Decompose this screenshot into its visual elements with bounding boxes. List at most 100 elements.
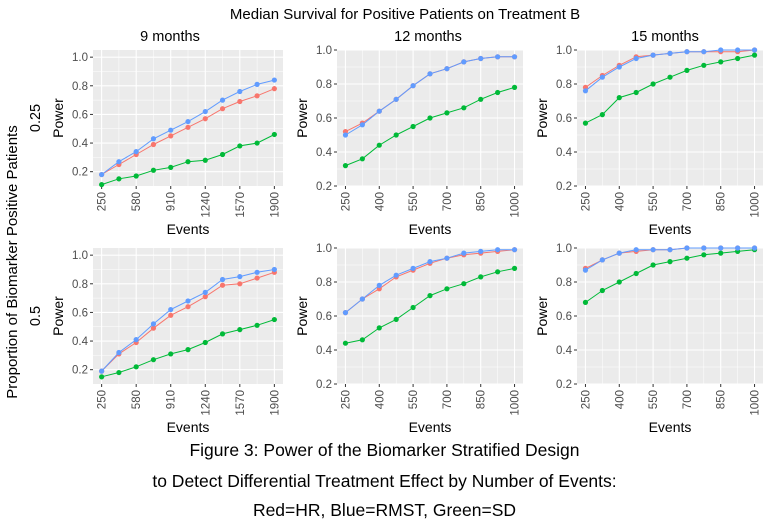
y-tick-label: 0.2 [316, 379, 332, 391]
data-point-sd [116, 176, 122, 182]
data-point-rmst [444, 255, 450, 261]
data-point-sd [202, 339, 208, 346]
data-point-rmst [478, 248, 484, 254]
data-point-sd [718, 59, 724, 65]
x-tick-label: 250 [97, 390, 109, 409]
data-point-sd [271, 131, 277, 138]
data-point-rmst [342, 132, 349, 138]
data-point-rmst [376, 108, 382, 114]
data-point-sd [342, 163, 349, 169]
panel-1: 0.2 0.4 0.6 0.8 1.0 250 580 910 1240 1570 1900 Even… [50, 50, 283, 237]
data-point-sd [410, 123, 416, 130]
data-point-sd [667, 259, 673, 265]
data-point-sd [633, 89, 639, 96]
data-point-rmst [359, 296, 365, 302]
data-point-sd [185, 347, 191, 353]
panel-3: 0.2 0.4 0.6 0.8 1.0 250 400 550 700 850 1000 Events… [534, 45, 763, 237]
x-tick-label: 1000 [510, 390, 522, 416]
data-point-sd [410, 304, 416, 311]
data-point-sd [99, 374, 105, 380]
data-point-rmst [650, 247, 656, 253]
data-point-rmst [202, 289, 208, 295]
y-tick-label: 0.6 [556, 113, 572, 125]
x-tick-label: 580 [131, 192, 143, 211]
data-point-sd [511, 84, 518, 90]
y-tick-label: 0.2 [556, 379, 572, 391]
data-point-rmst [219, 97, 226, 103]
data-point-hr [185, 304, 191, 310]
data-point-sd [342, 340, 349, 346]
y-tick-label: 0.2 [316, 181, 332, 193]
data-point-rmst [461, 250, 467, 256]
x-axis-title: Events [649, 221, 692, 237]
data-point-rmst [511, 54, 518, 60]
data-point-rmst [495, 247, 501, 253]
row-axis-label: Proportion of Biomarker Positive Patient… [4, 125, 21, 398]
y-tick-label: 0.4 [556, 147, 573, 159]
data-point-sd [599, 112, 605, 118]
y-tick-label: 1.0 [556, 243, 572, 255]
data-point-rmst [116, 349, 122, 356]
x-tick-label: 850 [476, 390, 488, 409]
data-point-rmst [718, 47, 724, 53]
y-axis-title: Power [50, 296, 66, 336]
panel-6: 0.2 0.4 0.6 0.8 1.0 250 400 550 700 850 1000 Events… [534, 243, 763, 435]
x-tick-label: 400 [374, 390, 386, 409]
data-point-rmst [599, 257, 605, 263]
data-point-sd [393, 316, 399, 322]
x-axis-title: Events [409, 221, 452, 237]
data-point-rmst [116, 159, 122, 165]
y-tick-label: 0.8 [556, 277, 572, 289]
y-tick-label: 1.0 [72, 250, 88, 262]
data-point-sd [582, 120, 589, 126]
y-tick-label: 0.6 [72, 307, 88, 319]
data-point-rmst [185, 298, 191, 304]
data-point-sd [99, 181, 105, 188]
data-point-rmst [393, 272, 399, 278]
data-point-rmst [582, 88, 589, 94]
data-point-sd [219, 151, 226, 158]
data-point-hr [168, 312, 174, 318]
y-axis-title: Power [294, 98, 310, 138]
x-tick-label: 400 [614, 192, 626, 211]
data-point-hr [219, 282, 226, 288]
data-point-rmst [150, 136, 157, 142]
y-tick-label: 1.0 [72, 52, 88, 64]
y-tick-label: 0.8 [72, 279, 88, 291]
x-axis-title: Events [409, 419, 452, 435]
row-header-0-5: 0.5 [28, 306, 44, 326]
data-point-hr [254, 93, 260, 99]
data-point-rmst [185, 118, 191, 125]
x-tick-label: 1570 [235, 192, 247, 218]
data-point-sd [718, 250, 724, 256]
x-tick-label: 250 [580, 390, 592, 409]
x-tick-label: 1570 [235, 390, 247, 416]
x-tick-label: 550 [648, 390, 660, 409]
data-point-rmst [237, 88, 243, 95]
y-tick-label: 0.6 [316, 113, 332, 125]
x-tick-label: 700 [442, 390, 454, 409]
data-point-rmst [478, 55, 484, 62]
x-tick-label: 1240 [200, 192, 212, 218]
data-point-rmst [410, 83, 416, 89]
data-point-hr [185, 124, 191, 130]
data-point-sd [376, 325, 382, 331]
data-point-rmst [254, 269, 260, 275]
data-point-rmst [359, 122, 365, 128]
data-point-rmst [735, 47, 741, 53]
x-tick-label: 850 [716, 390, 728, 409]
data-point-sd [461, 281, 467, 287]
x-tick-label: 550 [648, 192, 660, 211]
data-point-rmst [342, 310, 349, 316]
data-point-sd [237, 143, 243, 149]
data-point-rmst [751, 47, 758, 53]
panels: 0.2 0.4 0.6 0.8 1.0 250 580 910 1240 1570 1900 Even… [50, 45, 763, 435]
x-tick-label: 910 [166, 390, 178, 409]
col-header-9-months: 9 months [140, 29, 200, 45]
row-header-0-25: 0.25 [28, 104, 44, 132]
data-point-rmst [219, 276, 226, 283]
x-tick-label: 250 [97, 192, 109, 211]
data-point-hr [202, 116, 208, 122]
data-point-sd [254, 140, 260, 146]
x-tick-label: 250 [340, 192, 352, 211]
